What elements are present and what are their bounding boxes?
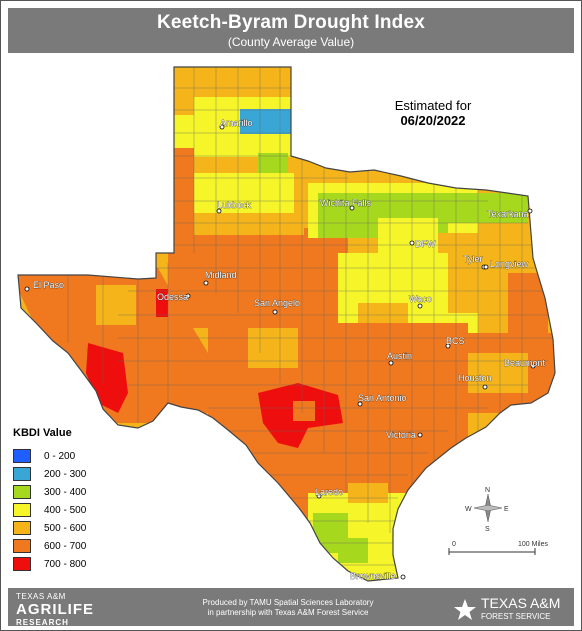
map-subtitle: (County Average Value) (227, 35, 355, 49)
credits: Produced by TAMU Spatial Sciences Labora… (158, 598, 418, 618)
city-austin: Austin (387, 351, 412, 366)
legend-label: 0 - 200 (44, 450, 76, 462)
city-amarillo: Amarillo (219, 118, 253, 130)
legend-item: 500 - 600 (13, 519, 86, 537)
county-lines (67, 67, 553, 566)
legend-item: 600 - 700 (13, 537, 86, 555)
estimate-note: Estimated for 06/20/2022 (374, 98, 492, 128)
texas-map: Amarillo Lubbock Wichita Falls Texarkana… (17, 66, 556, 582)
scale-bar: 0 100 Miles (448, 541, 548, 555)
star-icon (454, 599, 476, 620)
legend-swatch (13, 557, 31, 571)
city-texarkana: Texarkana (487, 208, 533, 219)
legend-swatch (13, 503, 31, 517)
svg-text:Brownsville: Brownsville (350, 571, 396, 581)
city-beaumont: Beaumont (504, 358, 546, 369)
city-victoria: Victoria (386, 430, 423, 440)
svg-text:W: W (465, 506, 472, 513)
svg-text:BCS: BCS (446, 336, 465, 346)
legend-label: 600 - 700 (44, 540, 87, 552)
svg-text:El Paso: El Paso (33, 280, 64, 290)
legend-item: 400 - 500 (13, 501, 86, 519)
city-houston: Houston (458, 373, 492, 390)
svg-text:N: N (485, 487, 490, 494)
city-san-antonio: San Antonio (357, 393, 407, 407)
city-longview: Longview (483, 259, 529, 270)
title-banner: Keetch-Byram Drought Index (County Avera… (8, 8, 574, 53)
svg-text:Lubbock: Lubbock (217, 200, 252, 210)
agrilife-logo: TEXAS A&M AGRILIFE RESEARCH (16, 592, 94, 627)
legend-label: 400 - 500 (44, 504, 87, 516)
svg-text:Victoria: Victoria (386, 430, 416, 440)
estimate-label: Estimated for (394, 98, 472, 113)
city-brownsville: Brownsville (350, 571, 406, 581)
city-wichita-falls: Wichita Falls (320, 198, 372, 211)
svg-text:Wichita Falls: Wichita Falls (320, 198, 372, 208)
legend-label: 200 - 300 (44, 468, 87, 480)
svg-text:San Angelo: San Angelo (254, 298, 300, 308)
svg-text:Austin: Austin (387, 351, 412, 361)
svg-text:Texarkana: Texarkana (487, 209, 529, 219)
legend-swatch (13, 467, 31, 481)
compass-rose: N S E W (465, 487, 509, 533)
svg-text:Laredo: Laredo (315, 487, 343, 497)
map-title: Keetch-Byram Drought Index (156, 12, 426, 33)
svg-text:0: 0 (452, 541, 456, 548)
legend-item: 200 - 300 (13, 465, 86, 483)
legend-item: 300 - 400 (13, 483, 86, 501)
legend-item: 700 - 800 (13, 555, 86, 573)
legend-title: KBDI Value (13, 427, 72, 439)
svg-text:Houston: Houston (458, 373, 492, 383)
city-midland: Midland (203, 270, 237, 286)
svg-text:100 Miles: 100 Miles (518, 541, 548, 548)
legend-swatch (13, 449, 31, 463)
estimate-date: 06/20/2022 (400, 113, 466, 128)
region-fills (18, 67, 555, 581)
legend-label: 300 - 400 (44, 486, 87, 498)
legend: KBDI Value 0 - 200 200 - 300 300 - 400 4… (13, 427, 86, 573)
legend-label: 700 - 800 (44, 558, 87, 570)
city-laredo: Laredo (315, 487, 343, 499)
legend-swatch (13, 521, 31, 535)
city-lubbock: Lubbock (216, 200, 252, 214)
svg-text:E: E (504, 506, 509, 513)
svg-text:Waco: Waco (409, 294, 432, 304)
svg-text:Midland: Midland (205, 270, 237, 280)
svg-text:Tyler: Tyler (463, 254, 483, 264)
city-el-paso: El Paso (24, 280, 64, 292)
svg-text:Odessa: Odessa (157, 292, 188, 302)
svg-text:S: S (485, 526, 490, 533)
city-bcs: BCS (445, 336, 465, 349)
svg-text:Amarillo: Amarillo (220, 118, 253, 128)
legend-label: 500 - 600 (44, 522, 87, 534)
legend-swatch (13, 539, 31, 553)
city-san-angelo: San Angelo (254, 298, 300, 315)
svg-text:Beaumont: Beaumont (504, 358, 546, 368)
credit-line-2: in partnership with Texas A&M Forest Ser… (207, 608, 369, 617)
footer-bar: TEXAS A&M AGRILIFE RESEARCH Produced by … (8, 588, 574, 627)
city-odessa: Odessa (157, 292, 191, 302)
svg-text:Longview: Longview (490, 259, 529, 269)
svg-text:San Antonio: San Antonio (358, 393, 407, 403)
credit-line-1: Produced by TAMU Spatial Sciences Labora… (202, 598, 374, 607)
city-waco: Waco (409, 294, 432, 309)
legend-item: 0 - 200 (13, 447, 86, 465)
legend-swatch (13, 485, 31, 499)
svg-text:DFW: DFW (415, 239, 436, 249)
city-labels: Amarillo Lubbock Wichita Falls Texarkana… (24, 118, 546, 581)
city-dfw: DFW (409, 239, 436, 249)
